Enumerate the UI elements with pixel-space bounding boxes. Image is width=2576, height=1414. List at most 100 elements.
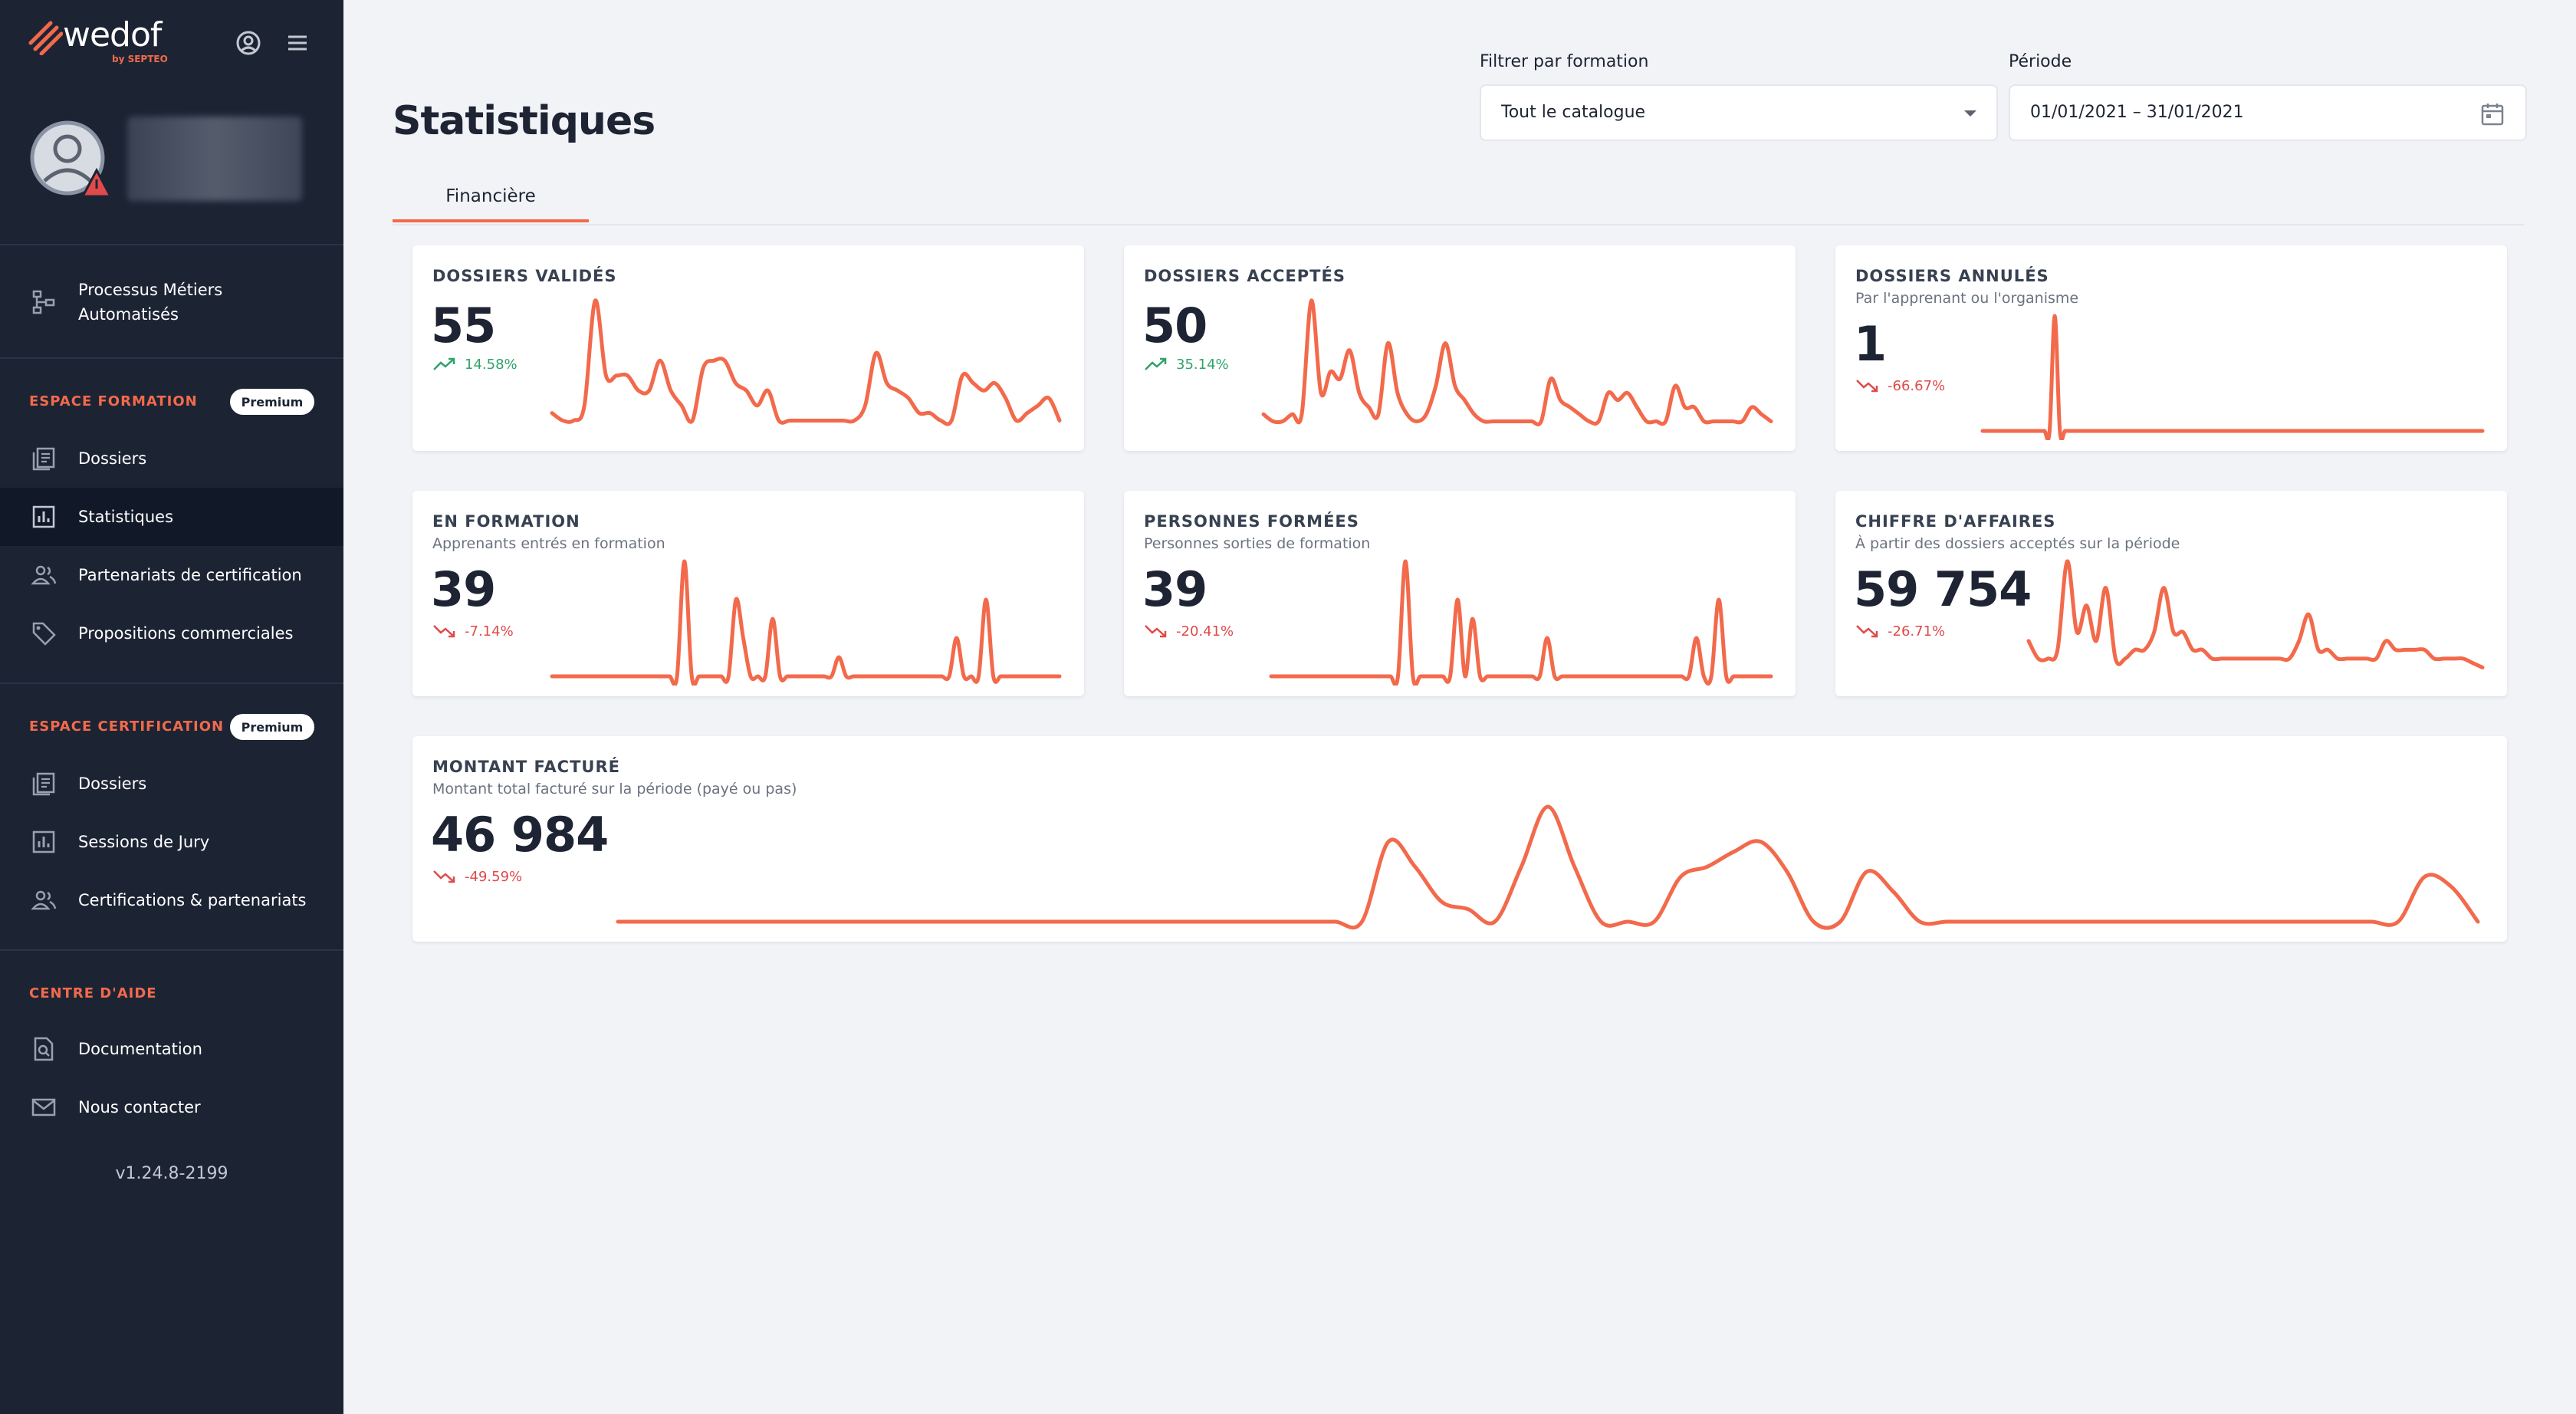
account-icon[interactable]	[232, 26, 265, 60]
stat-card-title: DOSSIERS ANNULÉS	[1855, 267, 2049, 285]
stat-card-trend-value: 35.14%	[1176, 356, 1229, 373]
stat-card-trend-value: -7.14%	[465, 623, 514, 640]
tab-financiere[interactable]: Financière	[445, 186, 536, 206]
user-profile[interactable]	[26, 113, 317, 206]
stat-card-trend: -26.71%	[1855, 620, 1945, 643]
trending-down-icon	[433, 870, 455, 883]
sidebar-item-label: Propositions commerciales	[78, 624, 294, 643]
sparkline-chart	[1269, 559, 1773, 686]
sparkline-chart	[550, 298, 1062, 426]
section-title-certification: ESPACE CERTIFICATION	[29, 719, 225, 735]
document-stack-icon	[32, 447, 55, 471]
stat-card-subtitle: Montant total facturé sur la période (pa…	[432, 781, 797, 797]
sidebar-item-sessions-jury[interactable]: Sessions de Jury	[0, 813, 343, 871]
logo-by: by SEPTEO	[112, 54, 168, 64]
sidebar-item-processus[interactable]: Processus Métiers Automatisés	[0, 271, 343, 333]
sparkline-chart	[1980, 314, 2485, 440]
sidebar-item-documentation[interactable]: Documentation	[0, 1020, 343, 1078]
stat-card-trend: -66.67%	[1855, 374, 1945, 397]
stat-card-trend-value: -49.59%	[465, 868, 523, 885]
stat-card: EN FORMATION Apprenants entrés en formati…	[412, 491, 1084, 696]
sidebar-divider	[0, 244, 343, 245]
logo-mark-icon	[28, 21, 63, 55]
sidebar-item-cert-dossiers[interactable]: Dossiers	[0, 755, 343, 813]
stat-card-trend-value: -20.41%	[1176, 623, 1234, 640]
trending-up-icon	[1145, 357, 1167, 370]
formation-select[interactable]: Tout le catalogue	[1480, 84, 1998, 141]
trending-down-icon	[433, 625, 455, 638]
sidebar-item-statistiques[interactable]: Statistiques	[0, 488, 343, 546]
sparkline-series	[1269, 559, 1773, 686]
stat-card-subtitle: À partir des dossiers acceptés sur la pé…	[1855, 535, 2180, 552]
sparkline-chart	[550, 559, 1062, 686]
stat-card-trend: 35.14%	[1144, 353, 1229, 376]
stat-card: MONTANT FACTURÉ Montant total facturé sur…	[412, 736, 2507, 942]
sidebar-item-label: Certifications & partenariats	[78, 891, 307, 909]
period-input[interactable]: 01/01/2021 – 31/01/2021	[2009, 84, 2527, 141]
period-label: Période	[2009, 52, 2072, 71]
stat-card-trend: 14.58%	[432, 353, 518, 376]
sparkline-chart	[2026, 559, 2485, 669]
trending-down-icon	[1145, 625, 1167, 638]
stat-card-title: PERSONNES FORMÉES	[1144, 512, 1359, 531]
workflow-icon	[32, 290, 55, 314]
sidebar-item-label: Processus Métiers Automatisés	[78, 281, 223, 324]
menu-icon[interactable]	[281, 26, 314, 60]
stat-card-value: 46 984	[431, 807, 609, 863]
tag-icon	[32, 622, 56, 646]
logo[interactable]: wedof by SEPTEO	[28, 15, 319, 71]
stat-card: DOSSIERS ACCEPTÉS 50 35.14%	[1124, 245, 1796, 451]
sparkline-series	[1980, 314, 2485, 440]
tab-active-indicator	[393, 219, 589, 222]
sidebar-item-label: Partenariats de certification	[78, 566, 302, 584]
stat-card-trend: -7.14%	[432, 620, 514, 643]
sparkline-chart	[616, 804, 2480, 930]
sparkline-series	[550, 298, 1062, 426]
stat-card-title: DOSSIERS ACCEPTÉS	[1144, 267, 1346, 285]
stat-card: CHIFFRE D'AFFAIRES À partir des dossiers …	[1835, 491, 2507, 696]
trending-down-icon	[1856, 625, 1878, 638]
stat-card-trend: -49.59%	[432, 865, 522, 888]
document-stack-icon	[32, 772, 55, 796]
trending-up-icon	[433, 357, 455, 370]
stat-card: DOSSIERS ANNULÉS Par l'apprenant ou l'org…	[1835, 245, 2507, 451]
stat-card-subtitle: Apprenants entrés en formation	[432, 535, 665, 552]
calendar-icon[interactable]	[2479, 101, 2505, 127]
mail-icon	[31, 1098, 56, 1116]
app-version: v1.24.8-2199	[115, 1164, 228, 1183]
sidebar-item-label: Dossiers	[78, 449, 147, 468]
doc-search-icon	[34, 1037, 54, 1061]
sparkline-series	[1261, 298, 1773, 427]
sparkline-series	[2026, 559, 2485, 669]
stat-card-value: 39	[1142, 561, 1208, 617]
stat-card-title: CHIFFRE D'AFFAIRES	[1855, 512, 2056, 531]
page-title: Statistiques	[393, 98, 656, 144]
section-title-help: CENTRE D'AIDE	[29, 985, 157, 1001]
sidebar-item-propositions[interactable]: Propositions commerciales	[0, 604, 343, 663]
sidebar-item-dossiers[interactable]: Dossiers	[0, 429, 343, 488]
sidebar-item-contact[interactable]: Nous contacter	[0, 1078, 343, 1136]
stat-card-title: MONTANT FACTURÉ	[432, 758, 620, 776]
stat-card-value: 55	[431, 298, 496, 354]
sparkline-chart	[1261, 298, 1773, 427]
stat-card-trend-value: -26.71%	[1888, 623, 1946, 640]
stat-card-subtitle: Par l'apprenant ou l'organisme	[1855, 290, 2079, 307]
stat-card-trend: -20.41%	[1144, 620, 1234, 643]
filter-label: Filtrer par formation	[1480, 52, 1649, 71]
sidebar-divider	[0, 357, 343, 359]
premium-badge: Premium	[230, 714, 314, 740]
logo-text: wedof	[63, 15, 162, 54]
section-title-formation: ESPACE FORMATION	[29, 393, 198, 409]
stat-card-title: DOSSIERS VALIDÉS	[432, 267, 617, 285]
sidebar-item-partenariats[interactable]: Partenariats de certification	[0, 546, 343, 604]
stat-card-title: EN FORMATION	[432, 512, 580, 531]
sidebar: wedof by SEPTEO Processus Métiers	[0, 0, 343, 1414]
people-icon	[31, 565, 57, 585]
formation-select-value: Tout le catalogue	[1501, 103, 1646, 122]
user-name-redacted	[127, 117, 302, 201]
sidebar-divider	[0, 949, 343, 951]
stat-card: DOSSIERS VALIDÉS 55 14.58%	[412, 245, 1084, 451]
people-icon	[31, 890, 57, 910]
sidebar-item-certifications[interactable]: Certifications & partenariats	[0, 871, 343, 929]
stat-card-value: 50	[1142, 298, 1208, 354]
